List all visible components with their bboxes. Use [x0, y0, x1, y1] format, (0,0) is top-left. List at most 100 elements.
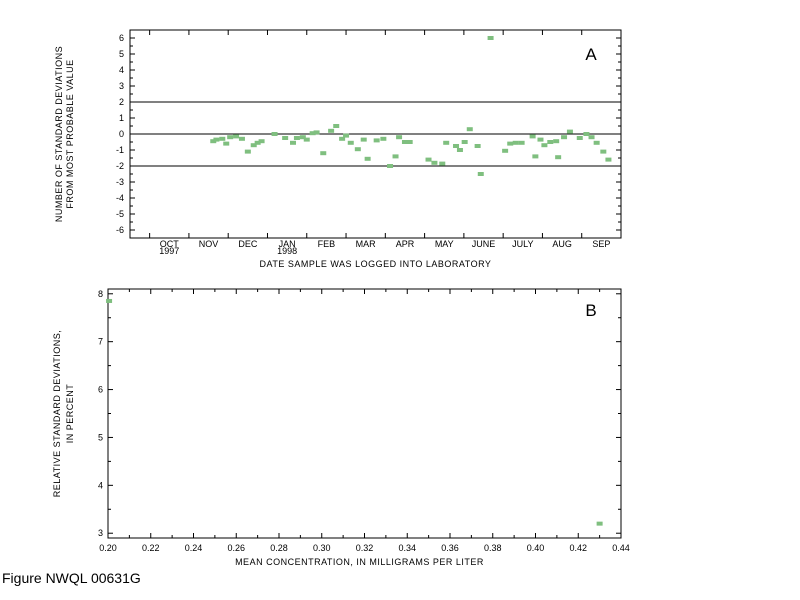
data-point — [339, 136, 346, 141]
x-axis-title: MEAN CONCENTRATION, IN MILLIGRAMS PER LI… — [235, 557, 484, 567]
data-point — [373, 138, 380, 143]
year-label: 1998 — [277, 246, 297, 256]
month-label: SEP — [592, 239, 610, 249]
y-tick-label: 7 — [98, 337, 103, 347]
x-tick-label: 0.42 — [569, 543, 587, 553]
y-tick-label: 3 — [98, 528, 103, 538]
x-tick-label: 0.22 — [142, 543, 160, 553]
data-point — [293, 136, 300, 140]
data-point — [299, 135, 306, 140]
month-label: APR — [396, 239, 415, 249]
year-label: 1997 — [159, 246, 179, 256]
y-axis-title: NUMBER OF STANDARD DEVIATIONS — [54, 46, 64, 222]
data-point — [566, 129, 573, 134]
data-point — [233, 134, 240, 139]
x-tick-label: 0.44 — [612, 543, 630, 553]
data-point — [290, 140, 297, 145]
data-point — [474, 144, 481, 148]
x-tick-label: 0.28 — [270, 543, 288, 553]
data-point — [453, 144, 460, 148]
data-point — [347, 140, 354, 145]
x-tick-label: 0.38 — [484, 543, 502, 553]
month-label: NOV — [199, 239, 219, 249]
data-point — [487, 36, 494, 40]
data-point — [244, 149, 251, 154]
data-point — [343, 133, 350, 138]
x-tick-label: 0.34 — [398, 543, 416, 553]
month-label: FEB — [318, 239, 336, 249]
data-point — [541, 143, 548, 148]
chart-a: 6 5 4 3 2 1 0 -1 -2 -3 -4 -5 -6 OCT NOV DEC JAN FEB MAR APR… — [54, 29, 622, 269]
data-point — [555, 155, 562, 160]
y-tick-label: 6 — [98, 385, 103, 395]
y-tick-label: 5 — [119, 49, 124, 59]
data-point — [406, 140, 413, 144]
panel-label: A — [585, 45, 597, 64]
data-point — [477, 172, 484, 176]
data-point — [387, 164, 394, 168]
y-tick-label: 0 — [119, 129, 124, 139]
data-point — [507, 141, 514, 146]
data-point — [561, 135, 568, 140]
month-label: JUNE — [472, 239, 496, 249]
data-point — [238, 136, 245, 141]
data-point — [227, 135, 234, 140]
data-point — [532, 154, 539, 159]
chart-b: 8 7 6 5 4 3 0.20 0.22 0.24 0.26 0.28 0.30 0.32 0.34 0.… — [52, 288, 630, 567]
y-tick-label: -5 — [116, 209, 124, 219]
data-point — [219, 136, 226, 141]
x-axis-title: DATE SAMPLE WAS LOGGED INTO LABORATORY — [260, 259, 492, 269]
data-point — [380, 136, 387, 141]
data-point — [320, 151, 327, 156]
y-axis-title: IN PERCENT — [65, 384, 75, 444]
data-point — [461, 140, 468, 144]
data-point — [106, 298, 113, 303]
data-point — [396, 135, 403, 140]
data-point — [313, 130, 320, 135]
y-tick-label: 2 — [119, 97, 124, 107]
data-point — [583, 132, 590, 136]
y-tick-label: 6 — [119, 33, 124, 43]
y-tick-label: 5 — [98, 432, 103, 442]
data-point — [439, 161, 446, 166]
data-point — [529, 134, 536, 139]
y-tick-label: -3 — [116, 177, 124, 187]
month-label: MAR — [356, 239, 377, 249]
y-tick-label: 3 — [119, 81, 124, 91]
x-tick-label: 0.20 — [99, 543, 117, 553]
x-tick-label: 0.24 — [185, 543, 203, 553]
data-point — [502, 148, 509, 153]
data-point — [443, 140, 450, 145]
data-point — [596, 521, 603, 526]
month-label: MAY — [435, 239, 454, 249]
data-point — [258, 139, 265, 144]
data-point — [360, 137, 367, 142]
month-label: JAN — [279, 239, 296, 249]
data-point — [466, 127, 473, 132]
x-tick-label: 0.30 — [313, 543, 331, 553]
figure-caption: Figure NWQL 00631G — [2, 570, 141, 586]
data-point — [588, 135, 595, 140]
data-point — [303, 137, 310, 142]
month-label: AUG — [552, 239, 572, 249]
y-tick-label: 4 — [98, 480, 103, 490]
data-point — [354, 147, 361, 152]
data-point — [593, 140, 600, 145]
data-point — [600, 149, 607, 154]
data-point — [605, 157, 612, 162]
data-point — [392, 154, 399, 159]
data-point — [456, 148, 463, 152]
y-tick-label: -4 — [116, 193, 124, 203]
x-tick-label: 0.26 — [227, 543, 245, 553]
x-tick-label: 0.32 — [356, 543, 374, 553]
x-tick-label: 0.36 — [441, 543, 459, 553]
y-tick-label: -6 — [116, 225, 124, 235]
y-tick-label: -2 — [116, 161, 124, 171]
data-point — [282, 136, 289, 140]
data-point — [518, 140, 525, 145]
data-point — [576, 136, 583, 140]
data-point — [271, 132, 278, 136]
y-tick-label: -1 — [116, 145, 124, 155]
panel-label: B — [585, 301, 596, 320]
